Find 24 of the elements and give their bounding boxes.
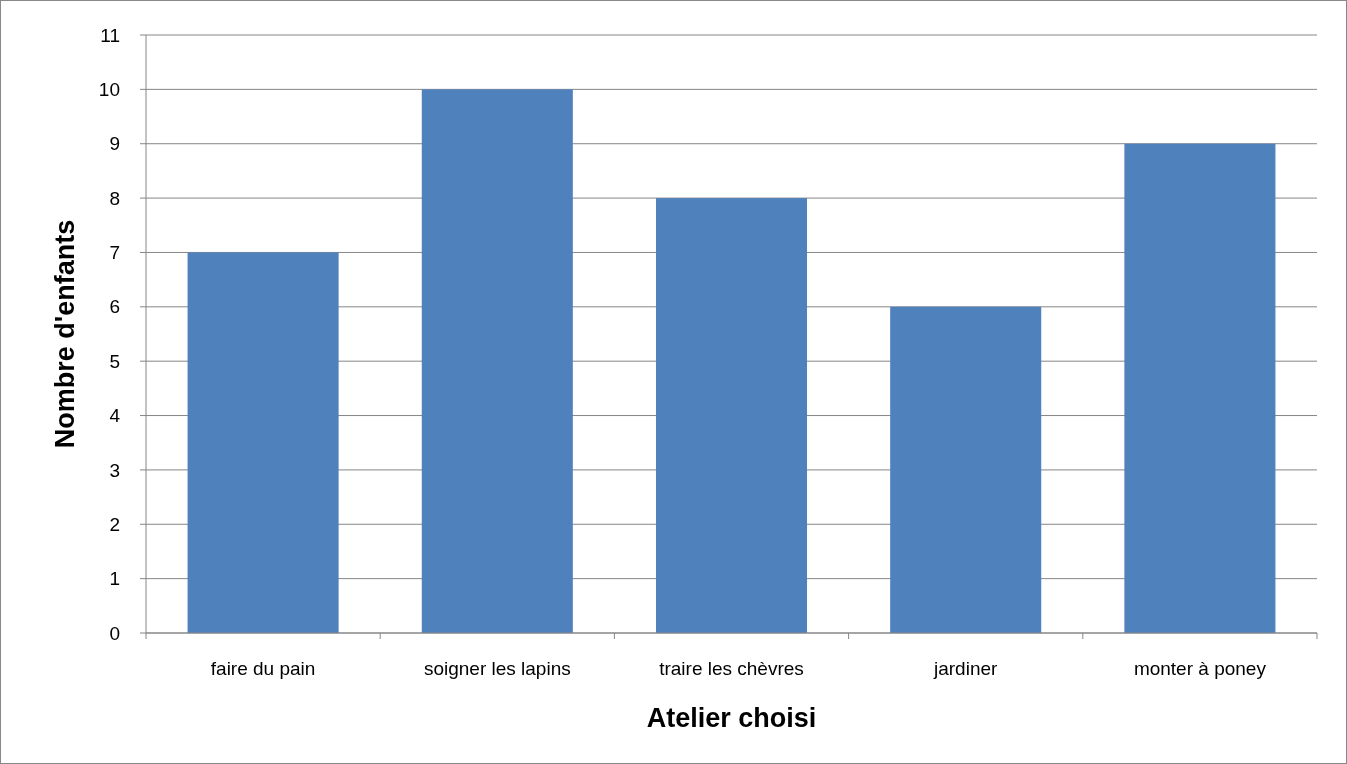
x-tick-label: traire les chèvres <box>659 658 804 679</box>
x-tick-label: soigner les lapins <box>423 658 571 679</box>
x-tick-label: monter à poney <box>1133 658 1267 679</box>
bar <box>890 306 1042 633</box>
y-tick-label: 8 <box>109 187 120 209</box>
bar <box>655 198 808 633</box>
bar <box>187 252 339 633</box>
bar <box>421 89 573 633</box>
y-tick-label: 6 <box>109 296 120 318</box>
y-tick-label: 1 <box>109 568 120 590</box>
x-tick-label: jardiner <box>933 658 999 679</box>
y-tick-label: 10 <box>98 79 120 101</box>
y-tick-label: 5 <box>109 350 120 372</box>
y-tick-label: 11 <box>100 24 120 46</box>
y-tick-label: 3 <box>109 459 120 481</box>
y-tick-label: 2 <box>109 513 120 535</box>
x-tick-label: faire du pain <box>210 658 316 679</box>
y-tick-label: 9 <box>109 133 120 155</box>
y-tick-label: 0 <box>109 622 120 644</box>
y-tick-label: 7 <box>109 242 120 264</box>
y-tick-label: 4 <box>109 405 121 427</box>
bar <box>1124 143 1276 633</box>
y-axis-title: Nombre d'enfants <box>50 219 80 449</box>
x-axis-title: Atelier choisi <box>646 703 817 733</box>
